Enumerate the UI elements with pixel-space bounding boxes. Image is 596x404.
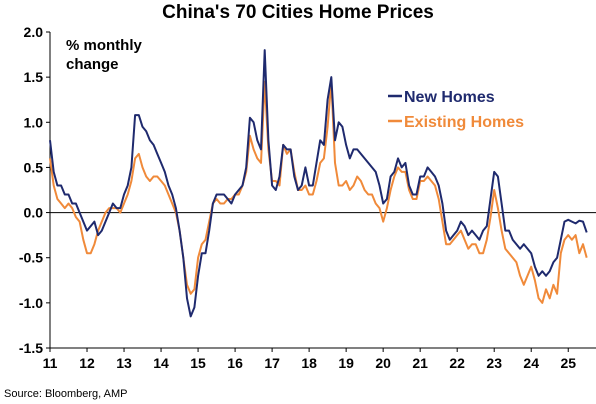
- x-tick-label: 21: [412, 355, 428, 371]
- x-tick-label: 18: [301, 355, 317, 371]
- x-tick-label: 16: [227, 355, 243, 371]
- source-note: Source: Bloomberg, AMP: [4, 388, 128, 400]
- x-tick-label: 24: [523, 355, 539, 371]
- x-tick-label: 15: [190, 355, 206, 371]
- y-tick-label: 2.0: [24, 24, 44, 40]
- y-tick-label: 0.5: [24, 159, 44, 175]
- x-tick-label: 14: [153, 355, 169, 371]
- x-tick-label: 20: [375, 355, 391, 371]
- legend-label-existing-homes: Existing Homes: [404, 114, 524, 131]
- y-tick-label: 1.5: [24, 69, 44, 85]
- y-tick-label: -1.0: [19, 295, 43, 311]
- chart-title: China's 70 Cities Home Prices: [162, 2, 434, 23]
- x-tick-label: 22: [449, 355, 465, 371]
- x-tick-label: 17: [264, 355, 280, 371]
- y-tick-label: -1.5: [19, 340, 43, 356]
- y-tick-label: -0.5: [19, 250, 43, 266]
- series-line-existing-homes: [49, 80, 588, 304]
- y-unit-label: % monthly change: [66, 37, 142, 73]
- x-tick-label: 23: [486, 355, 502, 371]
- series-line-new-homes: [49, 49, 588, 318]
- x-tick-label: 19: [338, 355, 354, 371]
- x-tick-label: 25: [560, 355, 576, 371]
- x-tick-label: 13: [116, 355, 132, 371]
- legend-label-new-homes: New Homes: [404, 89, 495, 106]
- x-tick-label: 12: [79, 355, 95, 371]
- y-tick-label: 0.0: [24, 205, 44, 221]
- y-tick-label: 1.0: [24, 114, 44, 130]
- x-tick-label: 11: [43, 355, 58, 371]
